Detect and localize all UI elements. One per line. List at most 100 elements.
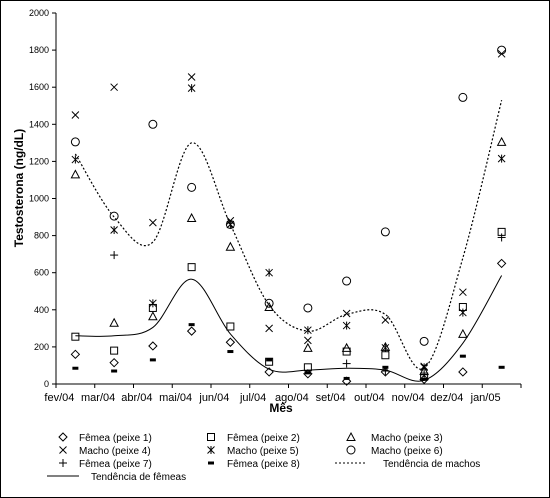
point-macho-peixe-4 [187, 73, 196, 81]
point-macho-peixe-6 [187, 182, 197, 192]
legend-item-f-mea-peixe-7: Fêmea (peixe 7) [59, 459, 152, 470]
point-macho-peixe-4 [265, 324, 273, 333]
point-f-mea-peixe-2 [110, 346, 119, 355]
point-macho-peixe-4 [71, 111, 80, 119]
legend-marker [59, 459, 67, 467]
point-macho-peixe-4 [342, 309, 351, 318]
point-macho-peixe-3 [109, 317, 119, 327]
legend-label: Fêmea (peixe 8) [227, 459, 300, 470]
point-f-mea-peixe-8 [188, 323, 195, 327]
point-macho-peixe-4 [110, 83, 118, 92]
legend-marker [346, 431, 356, 441]
y-tick-label: 2000 [29, 8, 49, 18]
point-macho-peixe-3 [303, 342, 313, 352]
point-macho-peixe-5 [381, 343, 390, 352]
x-tick-label: out/04 [354, 392, 385, 404]
point-macho-peixe-3 [458, 328, 468, 338]
legend-item-f-mea-peixe-2: Fêmea (peixe 2) [207, 433, 300, 444]
x-tick-label: mar/04 [81, 392, 115, 404]
point-macho-peixe-5 [497, 154, 506, 163]
legend-label: Macho (peixe 4) [79, 446, 151, 457]
x-axis-label: Mês [269, 401, 293, 415]
point-macho-peixe-6 [303, 303, 313, 313]
legend-marker [59, 446, 67, 454]
y-tick-label: 1000 [29, 194, 49, 204]
point-f-mea-peixe-1 [109, 357, 119, 368]
point-macho-peixe-6 [380, 227, 390, 237]
point-f-mea-peixe-1 [496, 258, 507, 269]
point-macho-peixe-5 [304, 326, 312, 335]
point-macho-peixe-5 [187, 84, 196, 93]
legend-item-macho-peixe-6: Macho (peixe 6) [346, 445, 443, 457]
legend-label: Fêmea (peixe 1) [79, 433, 152, 444]
trend-line-tend-ncia-de-f-meas [75, 275, 503, 382]
point-macho-peixe-3 [70, 169, 81, 179]
legend-label: Tendência de fêmeas [91, 472, 186, 483]
point-f-mea-peixe-1 [264, 367, 274, 377]
legend-item-tend-ncia-de-f-meas: Tendência de fêmeas [47, 472, 186, 483]
point-macho-peixe-4 [304, 336, 312, 345]
legend-label: Fêmea (peixe 7) [79, 459, 152, 470]
point-macho-peixe-6 [109, 211, 119, 221]
point-macho-peixe-5 [265, 268, 273, 277]
x-tick-label: jan/05 [470, 392, 501, 404]
y-tick-label: 1600 [29, 82, 49, 92]
legend-marker [207, 433, 215, 441]
legend-item-f-mea-peixe-8: Fêmea (peixe 8) [208, 459, 300, 470]
x-tick-label: mai/04 [159, 392, 192, 404]
y-tick-label: 600 [34, 268, 49, 278]
point-f-mea-peixe-2 [71, 332, 80, 341]
y-axis-label: Testosterona (ng/dL) [12, 128, 26, 248]
point-macho-peixe-5 [110, 226, 118, 235]
point-macho-peixe-3 [496, 136, 507, 146]
trend-line-tend-ncia-de-machos [74, 100, 503, 370]
point-f-mea-peixe-2 [226, 322, 235, 331]
point-f-mea-peixe-7 [420, 370, 429, 379]
point-f-mea-peixe-8 [304, 371, 311, 375]
point-macho-peixe-3 [148, 311, 158, 321]
point-f-mea-peixe-1 [148, 341, 158, 351]
point-macho-peixe-5 [342, 321, 351, 330]
legend-item-f-mea-peixe-1: Fêmea (peixe 1) [58, 432, 152, 444]
point-f-mea-peixe-1 [458, 367, 468, 377]
point-f-mea-peixe-7 [342, 359, 351, 368]
point-f-mea-peixe-8 [382, 365, 389, 369]
point-macho-peixe-3 [341, 342, 352, 352]
point-f-mea-peixe-8 [149, 358, 156, 362]
legend-item-macho-peixe-4: Macho (peixe 4) [59, 446, 151, 457]
point-f-mea-peixe-2 [303, 363, 312, 372]
point-f-mea-peixe-8 [72, 366, 79, 370]
legend-marker [346, 445, 356, 455]
point-f-mea-peixe-8 [421, 377, 428, 381]
y-tick-label: 800 [34, 231, 49, 241]
point-macho-peixe-3 [186, 212, 197, 222]
point-f-mea-peixe-2 [187, 263, 196, 272]
x-tick-label: ago/04 [275, 392, 309, 404]
point-f-mea-peixe-8 [459, 354, 466, 358]
point-macho-peixe-6 [264, 298, 274, 308]
point-macho-peixe-6 [342, 276, 352, 286]
legend-label: Tendência de machos [383, 459, 480, 470]
point-f-mea-peixe-8 [343, 376, 350, 380]
legend-marker [208, 461, 214, 465]
y-tick-label: 0 [44, 379, 49, 389]
point-f-mea-peixe-2 [381, 351, 390, 360]
point-macho-peixe-6 [419, 336, 429, 346]
legend-label: Macho (peixe 5) [227, 446, 299, 457]
x-tick-label: jun/04 [198, 392, 229, 404]
x-tick-label: nov/04 [392, 392, 425, 404]
point-macho-peixe-5 [149, 299, 157, 308]
point-macho-peixe-4 [459, 288, 467, 297]
x-tick-label: abr/04 [121, 392, 152, 404]
point-f-mea-peixe-8 [266, 358, 273, 362]
legend-marker [207, 446, 215, 454]
point-macho-peixe-4 [381, 316, 390, 324]
legend-item-macho-peixe-3: Macho (peixe 3) [346, 431, 443, 444]
legend-label: Macho (peixe 3) [371, 433, 443, 444]
point-macho-peixe-6 [497, 45, 507, 55]
point-f-mea-peixe-8 [111, 369, 118, 373]
point-macho-peixe-6 [70, 137, 80, 147]
legend-item-tend-ncia-de-machos: Tendência de machos [335, 459, 480, 470]
